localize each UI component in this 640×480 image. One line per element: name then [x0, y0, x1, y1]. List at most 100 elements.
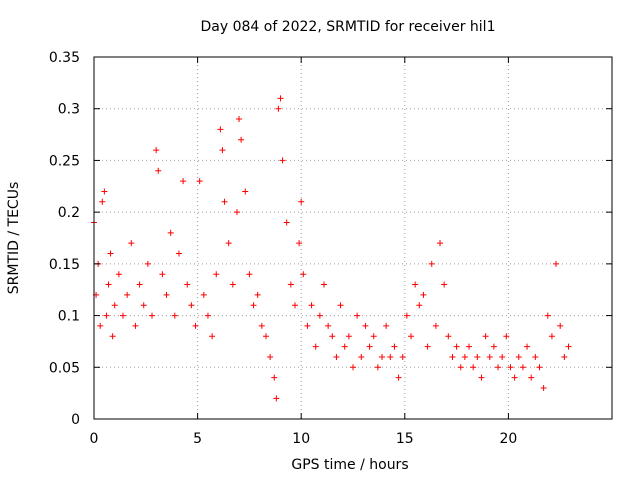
data-point [219, 147, 226, 154]
data-point [298, 198, 305, 205]
data-point [470, 364, 477, 371]
data-point [308, 302, 315, 309]
data-point [561, 353, 568, 360]
x-axis-title: GPS time / hours [291, 457, 408, 473]
data-point [374, 364, 381, 371]
data-point [111, 302, 118, 309]
data-point [101, 188, 108, 195]
data-point [341, 343, 348, 350]
data-point [171, 312, 178, 319]
data-point [233, 209, 240, 216]
data-point [544, 312, 551, 319]
plot-frame [93, 56, 613, 420]
data-point [383, 322, 390, 329]
data-point [184, 281, 191, 288]
data-point [300, 271, 307, 278]
data-point [296, 240, 303, 247]
data-point [391, 343, 398, 350]
data-point [107, 250, 114, 257]
data-point [416, 302, 423, 309]
data-point [262, 333, 269, 340]
data-point [209, 333, 216, 340]
data-point [320, 281, 327, 288]
data-point [242, 188, 249, 195]
data-point [548, 333, 555, 340]
data-point [250, 302, 257, 309]
y-tick-label: 0.35 [49, 50, 80, 66]
data-point [362, 322, 369, 329]
y-axis-title: SRMTID / TECUs [6, 182, 22, 295]
data-point [238, 136, 245, 143]
data-point [115, 271, 122, 278]
data-point [354, 312, 361, 319]
data-point [229, 281, 236, 288]
data-point [445, 333, 452, 340]
y-tick-label: 0.1 [58, 309, 80, 325]
data-point [124, 291, 131, 298]
data-point [175, 250, 182, 257]
data-point [466, 343, 473, 350]
data-point [99, 198, 106, 205]
data-point [188, 302, 195, 309]
data-point [128, 240, 135, 247]
data-point [557, 322, 564, 329]
data-point [511, 374, 518, 381]
data-point [403, 312, 410, 319]
data-point [225, 240, 232, 247]
data-point [366, 343, 373, 350]
data-point [316, 312, 323, 319]
x-tick-label: 0 [90, 431, 99, 447]
data-points [91, 95, 572, 402]
data-point [457, 364, 464, 371]
data-point [153, 147, 160, 154]
data-point [246, 271, 253, 278]
data-point [399, 353, 406, 360]
axis-ticks: 0 0.05 0.1 0.15 0.2 0.25 0.3 0.35 0 5 10 15 20 [49, 50, 612, 447]
data-point [432, 322, 439, 329]
data-point [163, 291, 170, 298]
y-tick-label: 0.3 [58, 102, 80, 118]
data-point [325, 322, 332, 329]
data-point [221, 198, 228, 205]
data-point [159, 271, 166, 278]
data-point [437, 240, 444, 247]
data-point [350, 364, 356, 371]
data-point [441, 281, 448, 288]
y-tick-label: 0.2 [58, 205, 80, 221]
data-point [275, 105, 282, 112]
data-point [370, 333, 377, 340]
y-tick-label: 0 [71, 412, 80, 428]
data-point [103, 312, 110, 319]
data-point [144, 260, 151, 267]
y-tick-label: 0.05 [49, 360, 80, 376]
data-point [105, 281, 112, 288]
data-point [387, 353, 394, 360]
data-point [524, 343, 531, 350]
data-point [304, 322, 311, 329]
data-point [180, 178, 187, 185]
data-point [132, 322, 139, 329]
x-tick-label: 20 [499, 431, 517, 447]
data-point [553, 260, 560, 267]
data-point [196, 178, 203, 185]
data-point [408, 333, 415, 340]
data-point [267, 353, 274, 360]
data-point [503, 333, 510, 340]
data-point [449, 353, 456, 360]
data-point [277, 95, 284, 102]
data-point [149, 312, 156, 319]
data-point [490, 343, 497, 350]
data-point [312, 343, 319, 350]
data-point [461, 353, 468, 360]
x-tick-label: 5 [193, 431, 202, 447]
data-point [495, 364, 502, 371]
data-point [532, 353, 539, 360]
y-tick-label: 0.25 [49, 153, 80, 169]
data-point [428, 260, 435, 267]
x-tick-label: 10 [292, 431, 310, 447]
grid [94, 57, 612, 419]
data-point [217, 126, 224, 133]
data-point [283, 219, 290, 226]
data-point [536, 364, 543, 371]
data-point [258, 322, 265, 329]
